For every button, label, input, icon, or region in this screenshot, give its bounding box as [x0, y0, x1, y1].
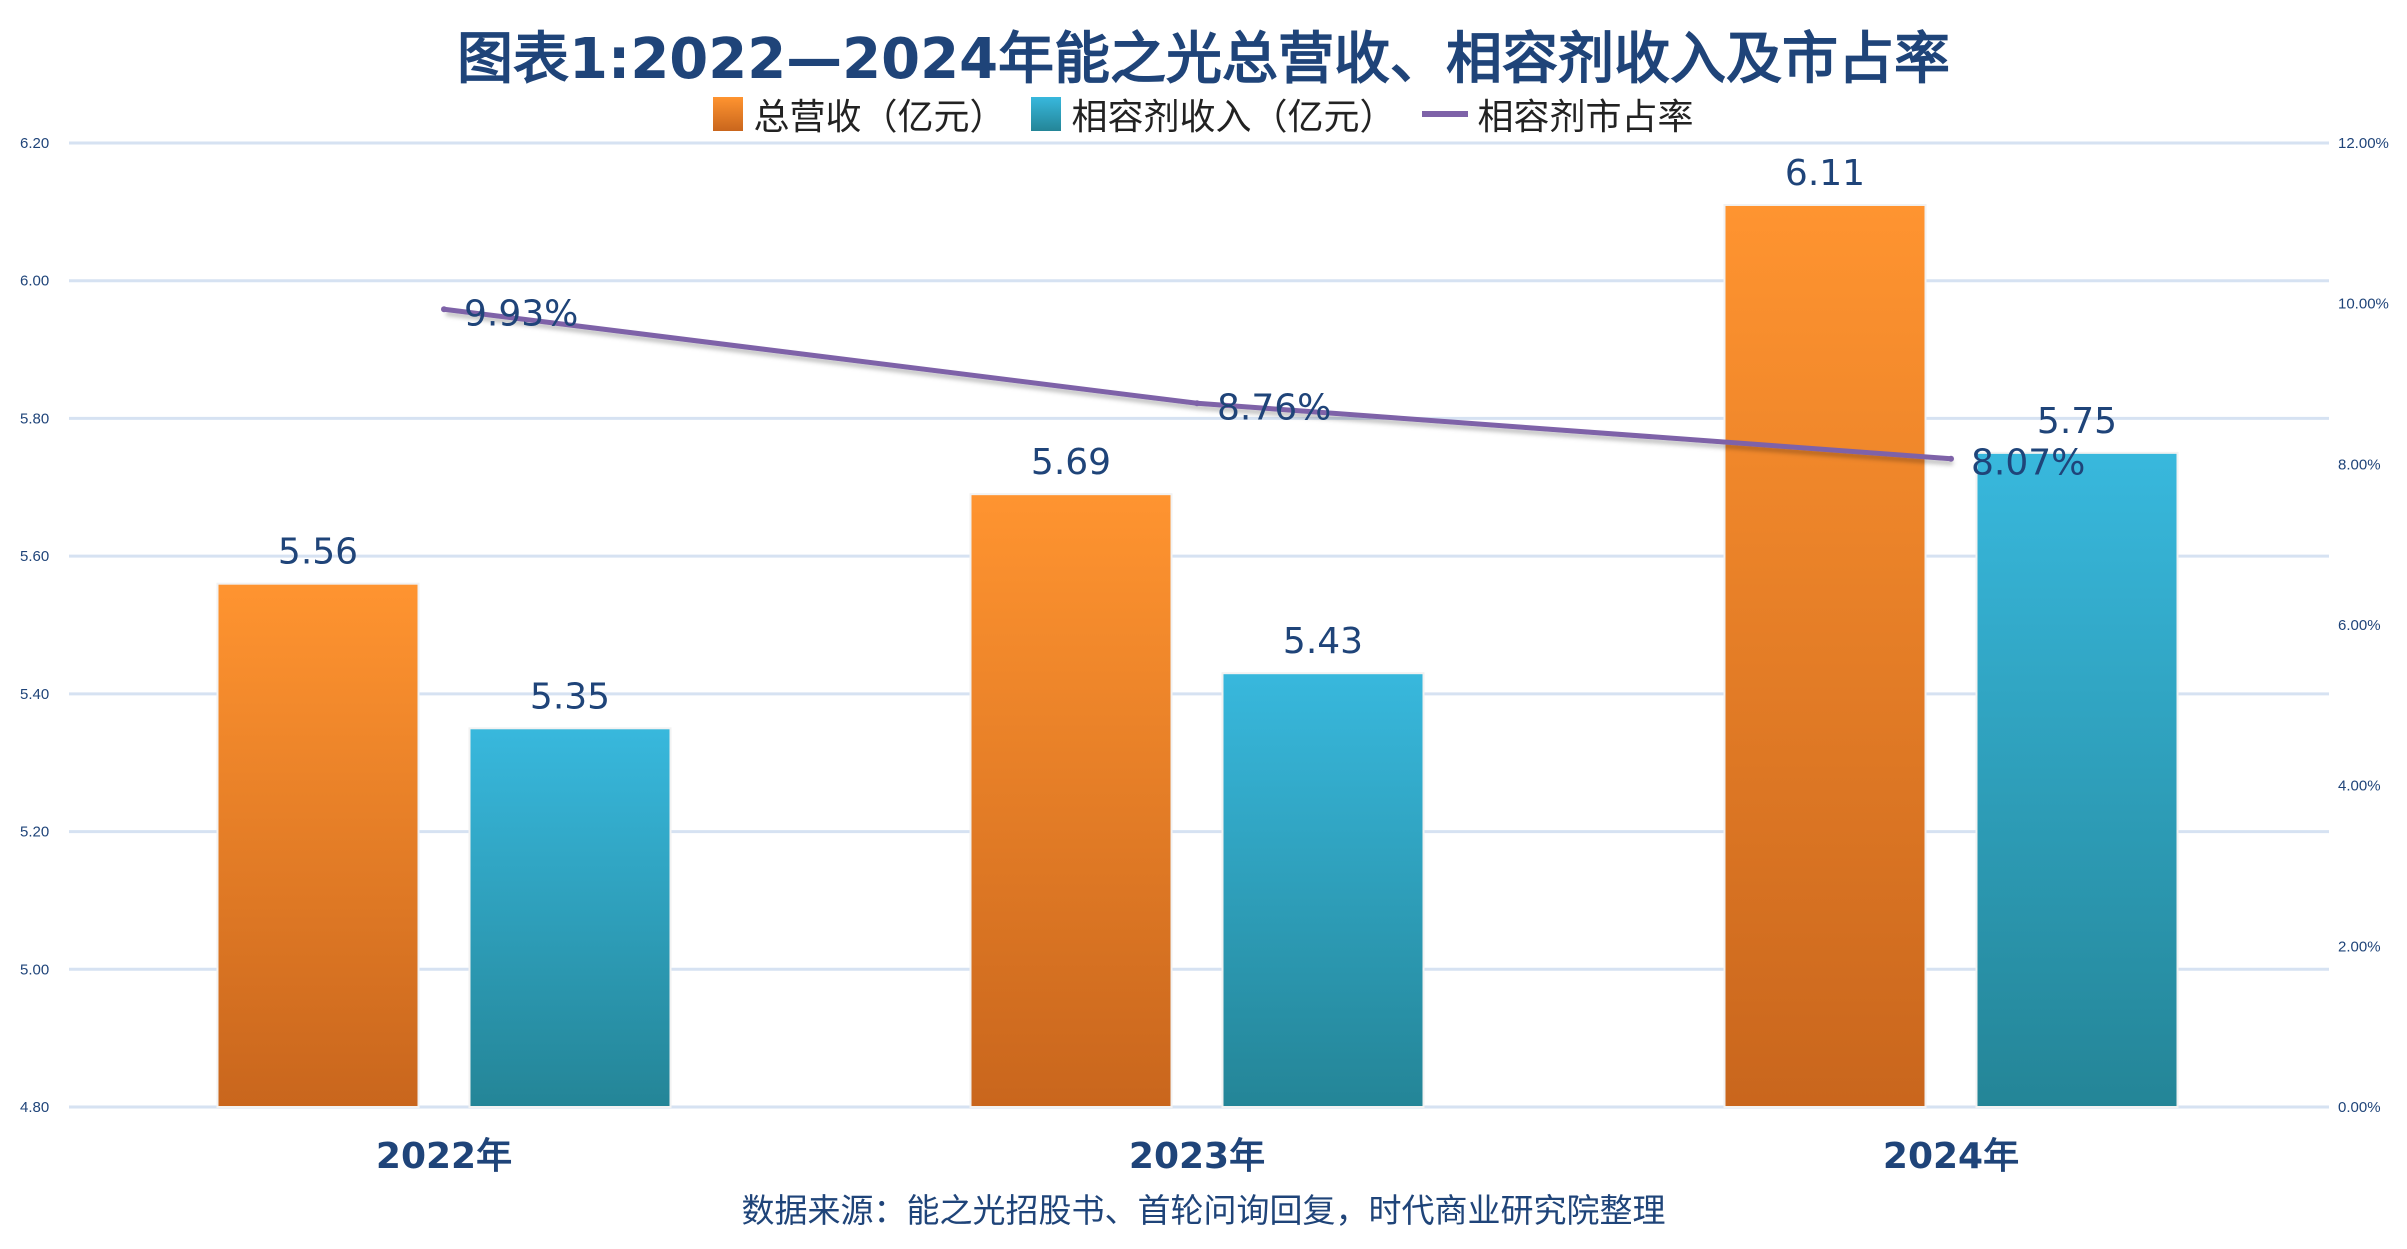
data-label: 5.75	[2037, 401, 2117, 442]
y-tick-label: 5.20	[20, 824, 49, 841]
x-tick-label: 2024年	[1883, 1136, 2019, 1177]
legend-label: 相容剂收入（亿元）	[1071, 97, 1396, 138]
y-tick-label: 5.40	[20, 686, 49, 703]
y-tick-label: 6.20	[20, 135, 49, 152]
legend-label: 相容剂市占率	[1477, 97, 1694, 138]
legend-swatch-orange	[713, 97, 744, 131]
bar-compat-revenue	[1975, 451, 2179, 1109]
legend-swatch-blue	[1031, 97, 1062, 131]
data-label: 6.11	[1785, 153, 1865, 194]
bar-revenue	[969, 493, 1173, 1108]
y2-tick-label: 6.00%	[2338, 617, 2381, 634]
legend-line-purple	[1421, 111, 1468, 117]
legend-item-market-share: 相容剂市占率	[1421, 88, 1694, 140]
bar-compat-revenue	[468, 727, 672, 1108]
line-point	[1194, 400, 1200, 407]
y-tick-label: 5.00	[20, 961, 49, 978]
source-note: 数据来源：能之光招股书、首轮问询回复，时代商业研究院整理	[741, 1191, 1666, 1230]
data-label: 5.69	[1031, 442, 1111, 483]
y-tick-label: 4.80	[20, 1099, 49, 1116]
line-data-label: 9.93%	[464, 293, 578, 334]
bar-revenue	[216, 582, 420, 1108]
x-tick-label: 2023年	[1129, 1136, 1265, 1177]
y2-tick-label: 2.00%	[2338, 938, 2381, 955]
data-label: 5.35	[530, 676, 610, 717]
x-tick-label: 2022年	[376, 1136, 512, 1177]
y2-tick-label: 10.00%	[2338, 296, 2389, 313]
y-tick-label: 6.00	[20, 273, 49, 290]
bar-revenue	[1723, 203, 1927, 1108]
chart-title: 图表1:2022—2024年能之光总营收、相容剂收入及市占率	[456, 27, 1951, 92]
y2-tick-label: 0.00%	[2338, 1099, 2381, 1116]
y-tick-label: 5.80	[20, 410, 49, 427]
line-data-label: 8.76%	[1217, 387, 1331, 428]
y2-tick-label: 12.00%	[2338, 135, 2389, 152]
legend-label: 总营收（亿元）	[753, 97, 1006, 138]
data-label: 5.56	[278, 532, 358, 573]
y-tick-label: 5.60	[20, 548, 49, 565]
legend-item-revenue: 总营收（亿元）	[713, 88, 1005, 140]
bar-compat-revenue	[1221, 672, 1425, 1108]
y2-tick-label: 4.00%	[2338, 778, 2381, 795]
line-data-label: 8.07%	[1971, 443, 2085, 484]
line-point	[1948, 455, 1954, 462]
legend: 总营收（亿元） 相容剂收入（亿元） 相容剂市占率	[0, 88, 2407, 140]
line-point	[441, 306, 447, 313]
data-label: 5.43	[1283, 621, 1363, 662]
y2-tick-label: 8.00%	[2338, 456, 2381, 473]
legend-item-compat-revenue: 相容剂收入（亿元）	[1031, 88, 1396, 140]
